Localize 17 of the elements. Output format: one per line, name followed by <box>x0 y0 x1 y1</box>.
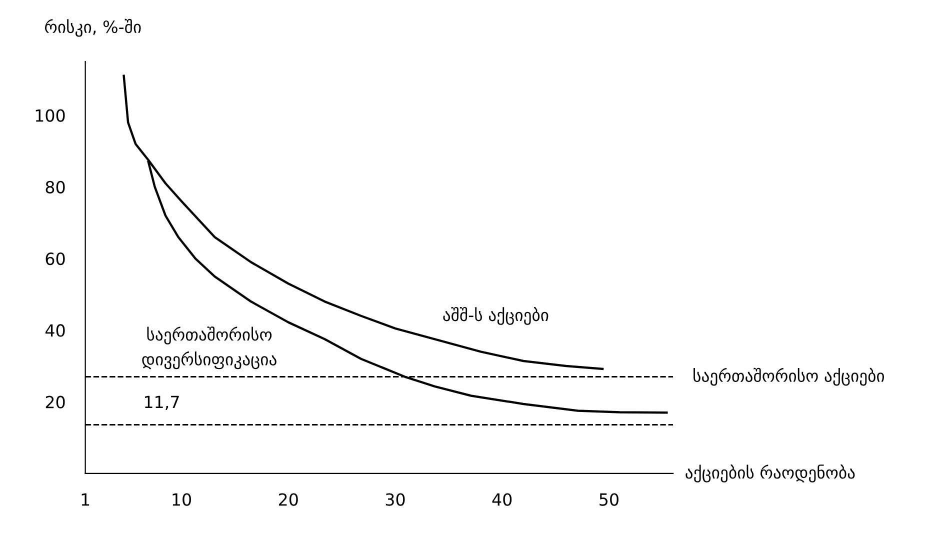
x-tick-label: 20 <box>278 493 298 506</box>
series-label: საერთაშორისო დივერსიფიკაცია <box>142 326 276 370</box>
y-tick-label: 40 <box>45 324 65 337</box>
y-tick-label: 20 <box>46 396 65 408</box>
x-axis-title: აქციების რაოდენობა <box>686 464 855 482</box>
y-tick-label: 80 <box>46 180 65 194</box>
y-tick-label: 100 <box>36 109 65 122</box>
y-axis-title: რისკი, %-ში <box>44 18 141 37</box>
x-tick-label: 50 <box>600 493 618 506</box>
y-tick-label: 60 <box>46 252 65 266</box>
series-label: აშშ-ს აქციები <box>443 307 548 325</box>
annotation: 11,7 <box>145 396 179 410</box>
x-tick-label: 10 <box>172 493 191 506</box>
x-tick-label: 40 <box>492 493 512 506</box>
x-tick-label: 1 <box>82 493 90 506</box>
ref-line-label: საერთაშორისო აქციები <box>694 368 884 386</box>
x-tick-label: 30 <box>386 493 405 506</box>
